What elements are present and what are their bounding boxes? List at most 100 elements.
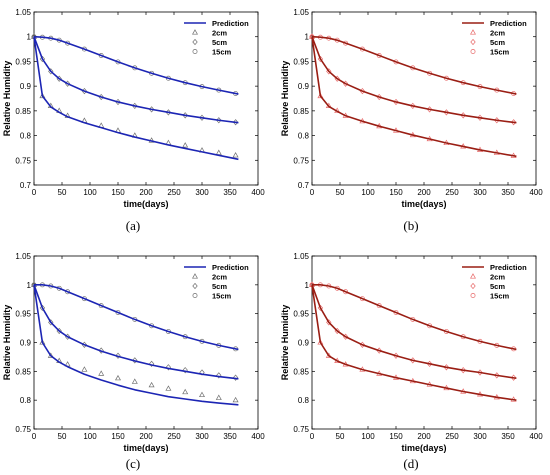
legend-marker-15cm <box>470 293 476 298</box>
legend-label: 2cm <box>212 272 227 281</box>
chart-a: 0 50 100 150 200 250 300 350 400 0.7 0.75 0.8 0.85 0.… <box>2 8 265 233</box>
y-tick-label: 1 <box>305 281 310 290</box>
series-prediction <box>33 35 239 161</box>
y-tick-label: 1 <box>27 281 32 290</box>
data-point-2cm <box>215 394 222 400</box>
y-tick-label: 0.9 <box>20 82 32 91</box>
x-tick-label: 200 <box>139 432 153 441</box>
prediction-curve-2 <box>33 284 239 380</box>
prediction-curve-1 <box>33 284 239 406</box>
data-point-5cm <box>326 319 332 326</box>
prediction-curve-3 <box>312 284 517 351</box>
legend-label: 2cm <box>212 28 227 37</box>
data-point-5cm <box>232 119 239 126</box>
legend-label: Prediction <box>212 19 249 28</box>
y-tick-label: 1.05 <box>293 252 309 261</box>
y-tick-label: 0.75 <box>15 156 31 165</box>
panel-caption: (a) <box>126 218 140 233</box>
x-tick-label: 0 <box>32 188 37 197</box>
y-axis-label: Relative Humidity <box>2 61 12 137</box>
series-5cm <box>31 281 239 381</box>
x-tick-label: 300 <box>195 188 209 197</box>
legend-label: 2cm <box>490 272 505 281</box>
data-point-5cm <box>317 304 324 312</box>
y-tick-label: 0.8 <box>20 396 32 405</box>
data-point-2cm <box>39 339 46 345</box>
x-tick-label: 250 <box>167 188 181 197</box>
data-point-2cm <box>182 142 189 148</box>
y-tick-label: 0.8 <box>298 132 310 141</box>
x-tick-label: 400 <box>251 188 265 197</box>
panel-caption: (c) <box>126 456 140 471</box>
legend-marker-2cm <box>192 273 198 279</box>
y-tick-label: 0.9 <box>298 339 310 348</box>
data-point-2cm <box>148 381 155 388</box>
y-tick-label: 1.05 <box>15 8 31 17</box>
legend-label: 5cm <box>490 282 505 291</box>
x-tick-label: 150 <box>389 188 403 197</box>
y-tick-label: 0.7 <box>20 181 32 190</box>
series-prediction <box>33 284 239 406</box>
y-tick-label: 0.75 <box>293 156 309 165</box>
x-axis-label: time(days) <box>123 443 168 453</box>
y-tick-label: 0.8 <box>298 396 310 405</box>
x-tick-label: 300 <box>473 188 487 197</box>
y-tick-label: 1 <box>305 33 310 42</box>
x-tick-label: 100 <box>361 432 375 441</box>
data-point-2cm <box>317 92 324 99</box>
legend-label: 2cm <box>490 28 505 37</box>
x-tick-label: 100 <box>361 188 375 197</box>
y-tick-label: 0.85 <box>15 107 31 116</box>
data-point-5cm <box>148 360 155 367</box>
x-tick-label: 200 <box>139 188 153 197</box>
prediction-curve-3 <box>311 35 517 95</box>
x-tick-label: 50 <box>58 432 67 441</box>
y-axis-label: Relative Humidity <box>2 305 12 381</box>
x-tick-label: 350 <box>501 188 515 197</box>
legend-label: 15cm <box>490 291 510 300</box>
legend-marker-2cm <box>470 29 476 35</box>
x-tick-label: 100 <box>83 432 97 441</box>
prediction-curve-3 <box>33 35 239 95</box>
y-tick-label: 0.9 <box>298 82 310 91</box>
data-point-2cm <box>115 374 121 381</box>
legend-marker-5cm <box>192 282 198 290</box>
legend-label: Prediction <box>212 263 249 272</box>
data-point-5cm <box>182 367 188 374</box>
x-tick-label: 300 <box>473 432 487 441</box>
y-tick-label: 0.75 <box>15 425 31 434</box>
y-tick-label: 0.85 <box>15 367 31 376</box>
data-point-2cm <box>81 366 88 372</box>
y-tick-label: 0.85 <box>293 107 309 116</box>
legend-marker-2cm <box>192 29 198 35</box>
data-point-2cm <box>131 378 138 384</box>
x-tick-label: 0 <box>310 188 315 197</box>
prediction-curve-2 <box>311 284 517 380</box>
y-tick-label: 0.95 <box>293 310 309 319</box>
x-tick-label: 400 <box>529 432 543 441</box>
x-tick-label: 0 <box>310 432 315 441</box>
chart-b: 0 50 100 150 200 250 300 350 400 0.7 0.75 0.8 0.85 0.… <box>280 8 543 233</box>
x-axis-label: time(days) <box>123 199 168 209</box>
data-point-5cm <box>132 357 138 364</box>
x-tick-label: 150 <box>389 432 403 441</box>
prediction-curve-1 <box>311 36 517 158</box>
data-point-2cm <box>199 391 205 398</box>
legend-marker-15cm <box>192 49 198 54</box>
y-tick-label: 0.7 <box>298 181 310 190</box>
legend-label: Prediction <box>490 263 527 272</box>
data-point-2cm <box>232 152 239 158</box>
legend-marker-5cm <box>470 282 476 290</box>
y-axis-label: Relative Humidity <box>280 61 290 137</box>
data-point-5cm <box>510 374 517 381</box>
x-tick-label: 350 <box>501 432 515 441</box>
data-point-5cm <box>48 319 54 326</box>
prediction-curve-2 <box>311 36 517 124</box>
series-prediction <box>311 35 517 158</box>
y-tick-label: 1.05 <box>15 252 31 261</box>
data-point-2cm <box>232 396 239 403</box>
legend-marker-5cm <box>192 38 198 46</box>
